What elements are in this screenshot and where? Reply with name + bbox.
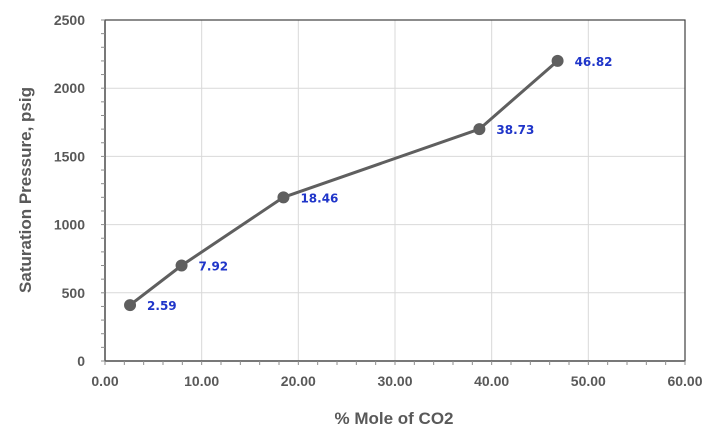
y-tick-label: 2000 bbox=[54, 80, 85, 96]
x-tick-label: 30.00 bbox=[377, 373, 412, 389]
data-point bbox=[551, 54, 564, 67]
data-point bbox=[277, 191, 290, 204]
grid bbox=[105, 19, 686, 361]
y-tick-label: 1000 bbox=[54, 217, 85, 233]
data-label: 38.73 bbox=[496, 123, 534, 137]
data-label: 2.59 bbox=[147, 299, 177, 313]
y-tick-label: 500 bbox=[62, 285, 86, 301]
x-axis-title: % Mole of CO2 bbox=[334, 409, 453, 428]
x-tick-label: 60.00 bbox=[667, 373, 702, 389]
data-label: 18.46 bbox=[300, 191, 338, 205]
x-tick-label: 40.00 bbox=[474, 373, 509, 389]
x-tick-label: 50.00 bbox=[571, 373, 606, 389]
data-label: 7.92 bbox=[199, 260, 229, 274]
axes bbox=[101, 19, 686, 365]
data-point bbox=[175, 259, 188, 272]
data-labels: 2.59 7.92 18.46 38.73 46.82 bbox=[147, 55, 613, 313]
y-tick-label: 1500 bbox=[54, 148, 85, 164]
y-axis-title: Saturation Pressure, psig bbox=[16, 87, 35, 293]
series-line-0 bbox=[129, 59, 559, 307]
x-tick-label: 20.00 bbox=[281, 373, 316, 389]
data-point bbox=[473, 123, 486, 136]
series bbox=[124, 54, 564, 312]
data-label: 46.82 bbox=[575, 55, 613, 69]
x-tick-label: 0.00 bbox=[91, 373, 118, 389]
y-tick-label: 2500 bbox=[54, 12, 85, 28]
tick-labels: 0.00 10.00 20.00 30.00 40.00 50.00 60.00 0 500 10… bbox=[54, 12, 703, 389]
data-point bbox=[124, 299, 137, 312]
y-tick-label: 0 bbox=[77, 353, 85, 369]
x-tick-label: 10.00 bbox=[184, 373, 219, 389]
